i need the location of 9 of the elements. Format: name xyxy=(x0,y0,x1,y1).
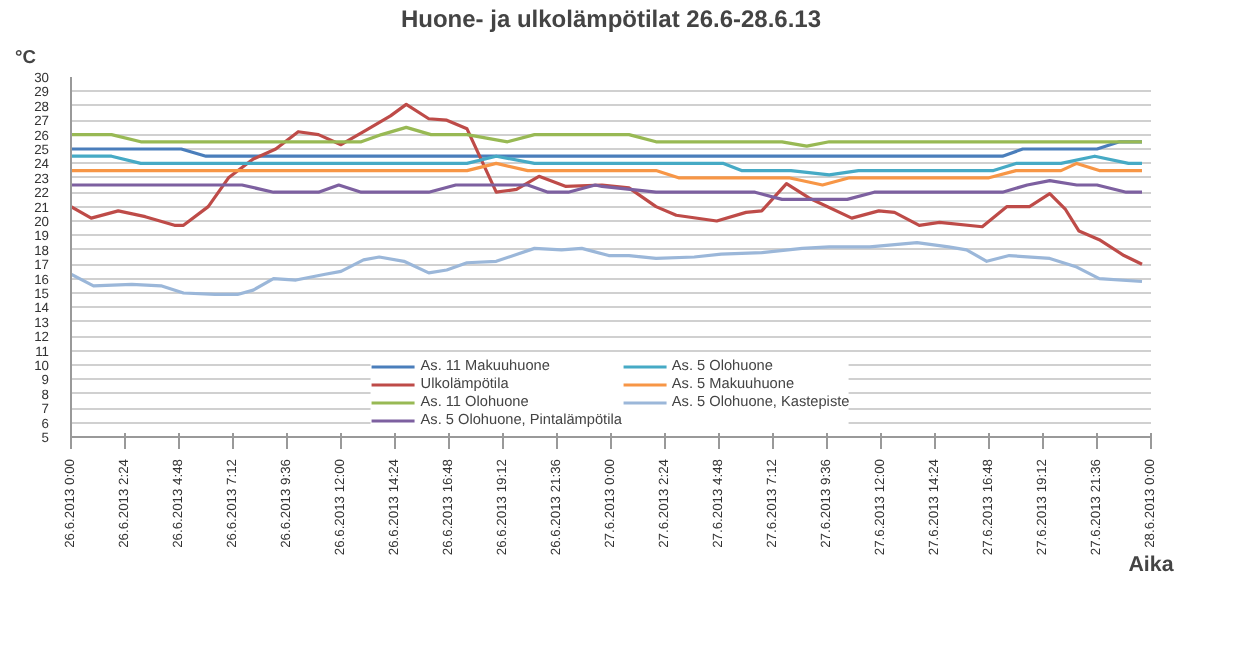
line-series xyxy=(71,241,1144,297)
line-series xyxy=(71,161,1144,187)
y-axis-title: °C xyxy=(15,47,37,67)
line-series xyxy=(71,102,1144,266)
line-series xyxy=(71,179,1144,201)
line-series xyxy=(71,125,1144,148)
chart-title: Huone- ja ulkolämpötilat 26.6-28.6.13 xyxy=(400,5,822,33)
line-series xyxy=(71,154,1144,177)
x-axis-title: Aika xyxy=(1128,553,1174,578)
